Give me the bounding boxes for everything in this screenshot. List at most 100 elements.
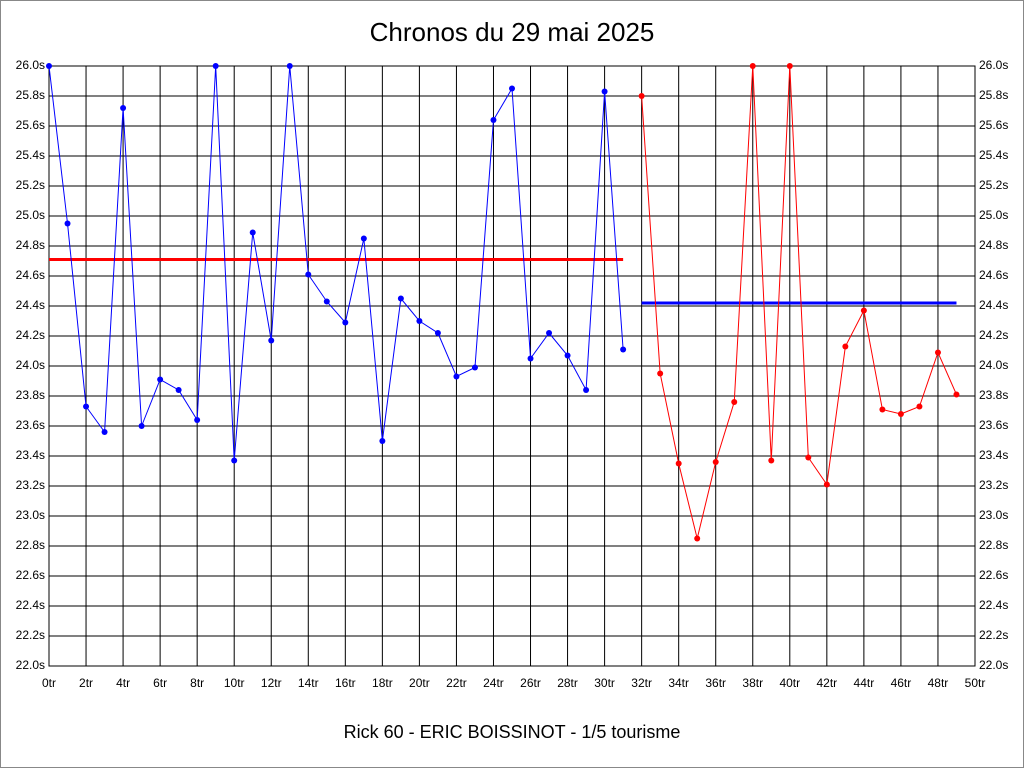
y-tick-label: 24.4s (16, 298, 45, 312)
data-point (638, 93, 645, 99)
data-point (268, 337, 275, 344)
y-tick-label: 23.2s (16, 478, 45, 492)
y2-tick-label: 23.4s (979, 448, 1008, 462)
data-point (546, 330, 553, 336)
data-point (527, 355, 534, 362)
data-point (212, 63, 219, 69)
x-tick-label: 40tr (779, 676, 800, 690)
data-point (249, 229, 256, 236)
y-tick-label: 26.0s (16, 58, 45, 72)
y2-tick-label: 23.2s (979, 478, 1008, 492)
y2-tick-label: 22.0s (979, 658, 1008, 672)
y-tick-label: 25.4s (16, 148, 45, 162)
data-point (842, 343, 849, 350)
data-point (657, 370, 664, 377)
y2-tick-label: 24.2s (979, 328, 1008, 342)
y2-tick-label: 23.8s (979, 388, 1008, 402)
x-tick-label: 28tr (557, 676, 578, 690)
y-tick-label: 25.8s (16, 88, 45, 102)
data-point (471, 364, 478, 371)
data-point (157, 376, 164, 383)
y-tick-label: 25.6s (16, 118, 45, 132)
x-tick-label: 18tr (372, 676, 393, 690)
x-tick-label: 42tr (816, 676, 837, 690)
y2-tick-label: 24.8s (979, 238, 1008, 252)
y2-tick-label: 24.4s (979, 298, 1008, 312)
y2-tick-label: 23.6s (979, 418, 1008, 432)
x-tick-label: 2tr (79, 676, 93, 690)
y-tick-label: 23.8s (16, 388, 45, 402)
data-point (712, 459, 719, 465)
series-line (48, 65, 624, 461)
data-point (305, 271, 312, 278)
x-tick-label: 8tr (190, 676, 204, 690)
data-point (564, 352, 571, 359)
x-tick-label: 30tr (594, 676, 615, 690)
y-tick-label: 22.0s (16, 658, 45, 672)
data-point (286, 63, 293, 69)
y-tick-label: 22.6s (16, 568, 45, 582)
y-tick-label: 22.2s (16, 628, 45, 642)
data-point (731, 399, 738, 405)
x-tick-label: 36tr (705, 676, 726, 690)
y2-tick-label: 25.2s (979, 178, 1008, 192)
y-tick-label: 25.2s (16, 178, 45, 192)
data-point (749, 63, 756, 69)
data-point (583, 387, 590, 393)
y2-tick-label: 22.8s (979, 538, 1008, 552)
x-tick-label: 0tr (42, 676, 56, 690)
x-tick-label: 34tr (668, 676, 689, 690)
chart-title: Chronos du 29 mai 2025 (370, 17, 655, 47)
x-tick-label: 24tr (483, 676, 504, 690)
y2-tick-label: 26.0s (979, 58, 1008, 72)
y-tick-label: 24.8s (16, 238, 45, 252)
data-point (675, 460, 682, 467)
y2-tick-label: 25.8s (979, 88, 1008, 102)
data-point (64, 220, 71, 227)
x-tick-label: 16tr (335, 676, 356, 690)
x-axis-label: Rick 60 - ERIC BOISSINOT - 1/5 tourisme (344, 722, 681, 742)
data-point (509, 85, 515, 92)
x-tick-label: 44tr (854, 676, 875, 690)
y2-tick-label: 25.4s (979, 148, 1008, 162)
x-tick-label: 14tr (298, 676, 319, 690)
data-point (934, 349, 941, 356)
data-point (231, 457, 238, 464)
y-tick-label: 25.0s (16, 208, 45, 222)
data-point (101, 429, 108, 435)
data-point (620, 346, 627, 353)
data-point (194, 417, 201, 423)
y-tick-label: 22.8s (16, 538, 45, 552)
data-point (138, 423, 145, 429)
y2-tick-label: 22.4s (979, 598, 1008, 612)
data-point (434, 330, 441, 336)
x-tick-label: 4tr (116, 676, 130, 690)
x-tick-label: 50tr (965, 676, 986, 690)
data-point (823, 481, 830, 488)
data-point (490, 117, 497, 123)
data-point (83, 403, 90, 410)
y-tick-label: 24.6s (16, 268, 45, 282)
data-point (601, 88, 608, 95)
y2-tick-label: 24.0s (979, 358, 1008, 372)
x-tick-label: 26tr (520, 676, 541, 690)
y2-tick-label: 25.0s (979, 208, 1008, 222)
data-point (916, 403, 923, 410)
x-tick-label: 6tr (153, 676, 167, 690)
y-tick-label: 24.2s (16, 328, 45, 342)
data-point (860, 307, 867, 314)
x-tick-label: 48tr (928, 676, 949, 690)
data-point (786, 63, 793, 69)
y2-tick-label: 25.6s (979, 118, 1008, 132)
x-tick-label: 12tr (261, 676, 282, 690)
x-tick-label: 20tr (409, 676, 430, 690)
data-point (175, 387, 182, 393)
x-tick-label: 32tr (631, 676, 652, 690)
data-point (379, 438, 386, 444)
data-point (453, 373, 460, 380)
data-point (360, 235, 367, 242)
x-tick-label: 38tr (742, 676, 763, 690)
data-point (879, 406, 886, 413)
data-point (46, 63, 52, 69)
